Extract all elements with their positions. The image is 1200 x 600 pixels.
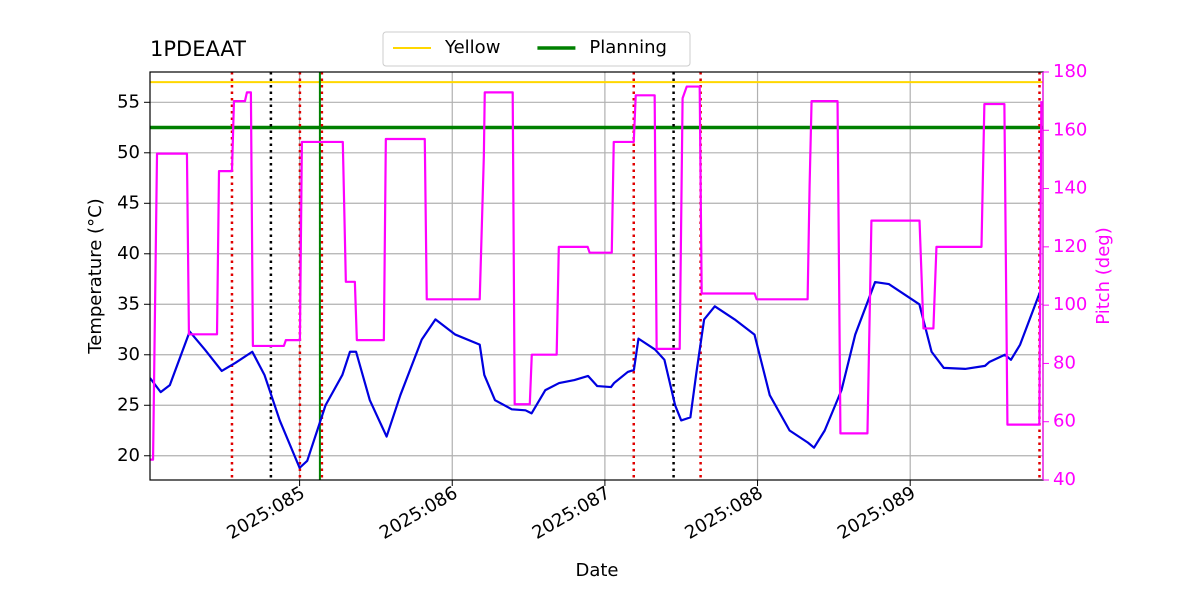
legend: Yellow Planning	[382, 31, 691, 67]
y2-axis-label: Pitch (deg)	[1093, 227, 1114, 325]
y2-tick-label: 160	[1053, 119, 1087, 140]
y-tick-label: 25	[117, 394, 140, 415]
chart-title: 1PDEAAT	[150, 37, 246, 61]
y-tick-label: 20	[117, 445, 140, 466]
y2-tick-label: 140	[1053, 178, 1087, 199]
data-line	[150, 280, 1041, 469]
x-tick-label: 2025:086	[376, 482, 461, 543]
y-tick-label: 55	[117, 91, 140, 112]
y-tick-label: 30	[117, 344, 140, 365]
data-line	[150, 85, 1043, 461]
y-tick-label: 45	[117, 192, 140, 213]
legend-box	[382, 31, 691, 67]
y2-tick-label: 40	[1053, 469, 1076, 490]
plot-frame	[149, 71, 1044, 481]
x-tick-label: 2025:089	[834, 482, 919, 543]
y-tick-label: 40	[117, 243, 140, 264]
y2-tick-label: 120	[1053, 236, 1087, 257]
y2-tick-label: 60	[1053, 411, 1076, 432]
x-tick-label: 2025:085	[223, 482, 308, 543]
y2-tick-label: 100	[1053, 294, 1087, 315]
y2-tick-label: 180	[1053, 61, 1087, 82]
y-axis-label: Temperature (°C)	[85, 198, 106, 354]
plot-area	[150, 72, 1043, 480]
legend-label: Yellow	[444, 37, 500, 58]
y-tick-label: 35	[117, 293, 140, 314]
x-axis-label: Date	[575, 560, 618, 581]
x-tick-label: 2025:087	[529, 482, 614, 543]
x-tick-label: 2025:088	[681, 482, 766, 543]
y-tick-label: 50	[117, 142, 140, 163]
legend-label: Planning	[589, 37, 667, 58]
y2-tick-label: 80	[1053, 352, 1076, 373]
